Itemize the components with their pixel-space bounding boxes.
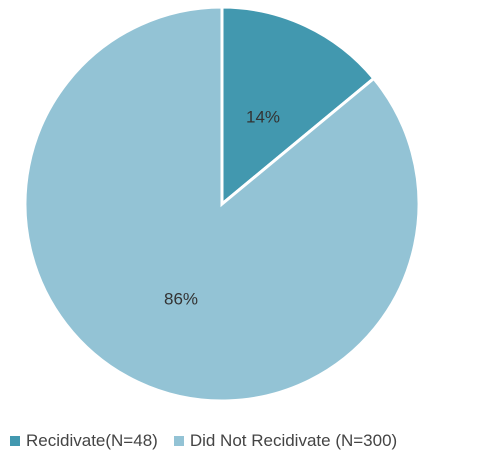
slice-label-recidivate: 14% [246,107,280,126]
legend: Recidivate(N=48) Did Not Recidivate (N=3… [10,431,490,451]
pie-chart: 14% 86% [23,5,421,403]
legend-label-did-not-recidivate: Did Not Recidivate (N=300) [189,431,398,450]
legend-item-recidivate: Recidivate(N=48) [10,431,158,451]
slice-did-not-recidivate [23,5,421,403]
slice-label-did-not-recidivate: 86% [164,289,198,308]
slice-recidivate [220,5,376,208]
legend-swatch-did-not-recidivate [173,436,184,446]
legend-swatch-recidivate [10,436,20,446]
legend-item-did-not-recidivate: Did Not Recidivate (N=300) [173,431,398,451]
legend-label-recidivate: Recidivate(N=48) [26,431,158,450]
